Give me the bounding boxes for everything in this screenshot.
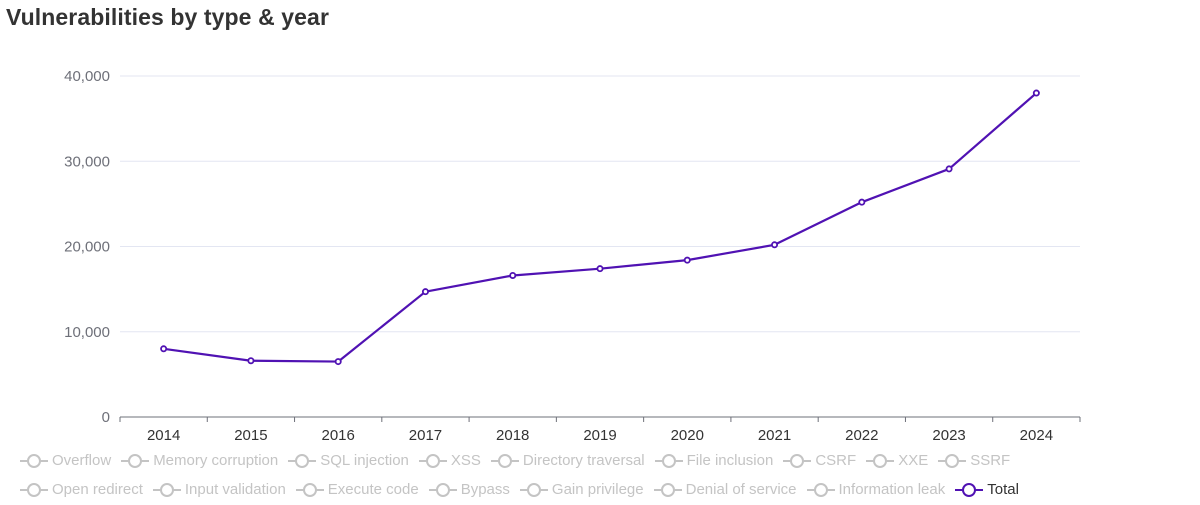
legend-marker-icon [866, 453, 895, 468]
legend-row-2: Open redirect Input validation Execute cod… [20, 481, 1029, 498]
legend-marker-icon [418, 453, 447, 468]
legend-marker-icon [654, 453, 683, 468]
series-line [163, 92, 1038, 363]
legend-label: File inclusion [686, 452, 774, 469]
legend-item[interactable]: File inclusion [654, 452, 774, 469]
legend-label: SQL injection [320, 452, 409, 469]
x-tick-label: 2020 [671, 427, 704, 444]
grid-lines [120, 75, 1080, 333]
x-tick-label: 2021 [758, 427, 791, 444]
legend-label: Memory corruption [153, 452, 279, 469]
legend-item[interactable]: Bypass [428, 481, 510, 498]
y-tick-label: 0 [102, 409, 110, 426]
legend-label: Information leak [838, 481, 946, 498]
legend-item[interactable]: Gain privilege [519, 481, 644, 498]
legend-marker-icon [121, 453, 150, 468]
legend-item[interactable]: XSS [418, 452, 481, 469]
y-tick-label: 40,000 [64, 68, 110, 85]
legend-label: Denial of service [685, 481, 797, 498]
data-point[interactable] [421, 288, 429, 296]
legend-item[interactable]: Input validation [152, 481, 286, 498]
data-point[interactable] [858, 198, 866, 206]
legend-item[interactable]: XXE [866, 452, 928, 469]
x-tick-label: 2016 [321, 427, 354, 444]
x-tick-label: 2019 [583, 427, 616, 444]
x-tick-label: 2018 [496, 427, 529, 444]
legend-label: Open redirect [52, 481, 143, 498]
legend-marker-icon [20, 453, 48, 468]
x-tick-label: 2017 [409, 427, 442, 444]
legend-marker-icon [490, 453, 519, 468]
legend-label: SSRF [970, 452, 1011, 469]
data-point[interactable] [247, 357, 255, 365]
chart-title: Vulnerabilities by type & year [6, 4, 329, 30]
legend-label: CSRF [815, 452, 857, 469]
y-axis-ticks: 0 10,000 20,000 30,000 40,000 [64, 68, 110, 426]
x-tick-label: 2014 [147, 427, 180, 444]
legend-row-1: Overflow Memory corruption SQL injection XS… [20, 452, 1020, 469]
legend-marker-icon [653, 482, 682, 497]
legend-marker-icon [938, 453, 967, 468]
legend-item[interactable]: Denial of service [653, 481, 797, 498]
legend-item[interactable]: Open redirect [20, 481, 143, 498]
legend-marker-icon [783, 453, 812, 468]
data-point[interactable] [1032, 89, 1040, 97]
series-total [160, 89, 1040, 366]
legend-item[interactable]: SSRF [938, 452, 1010, 469]
data-point[interactable] [596, 265, 604, 273]
y-tick-label: 30,000 [64, 153, 110, 170]
legend-marker-icon [428, 482, 457, 497]
legend-label: Bypass [460, 481, 510, 498]
legend-item[interactable]: CSRF [783, 452, 856, 469]
legend-item[interactable]: Total [955, 481, 1019, 498]
legend-item[interactable]: Overflow [20, 452, 111, 469]
legend-label: Directory traversal [522, 452, 645, 469]
legend-label: XSS [450, 452, 481, 469]
x-tick-label: 2024 [1020, 427, 1053, 444]
x-axis: 2014 2015 2016 2017 2018 2019 2020 2021 2022 2023… [119, 416, 1081, 444]
data-point[interactable] [771, 241, 779, 249]
legend-marker-icon [806, 482, 835, 497]
legend-marker-icon [295, 482, 324, 497]
legend-marker-icon [955, 482, 984, 497]
legend-item[interactable]: Information leak [806, 481, 946, 498]
legend-marker-icon [288, 453, 317, 468]
x-tick-label: 2023 [932, 427, 965, 444]
legend-label: XXE [898, 452, 929, 469]
legend-label: Overflow [52, 452, 112, 469]
y-tick-label: 20,000 [64, 239, 110, 256]
legend-item[interactable]: Directory traversal [490, 452, 645, 469]
data-point[interactable] [683, 256, 691, 264]
legend-marker-icon [519, 482, 548, 497]
y-tick-label: 10,000 [64, 324, 110, 341]
legend-label: Gain privilege [551, 481, 644, 498]
legend-label: Execute code [327, 481, 419, 498]
data-point[interactable] [160, 345, 168, 353]
legend-item[interactable]: Memory corruption [121, 452, 278, 469]
legend-marker-icon [20, 482, 48, 497]
legend-label: Total [987, 481, 1019, 498]
legend-label: Input validation [184, 481, 286, 498]
data-point[interactable] [945, 165, 953, 173]
legend-marker-icon [152, 482, 181, 497]
data-point[interactable] [509, 271, 517, 279]
legend-item[interactable]: SQL injection [288, 452, 409, 469]
x-tick-label: 2022 [845, 427, 878, 444]
legend-item[interactable]: Execute code [295, 481, 419, 498]
data-point[interactable] [334, 358, 342, 366]
x-tick-label: 2015 [234, 427, 267, 444]
